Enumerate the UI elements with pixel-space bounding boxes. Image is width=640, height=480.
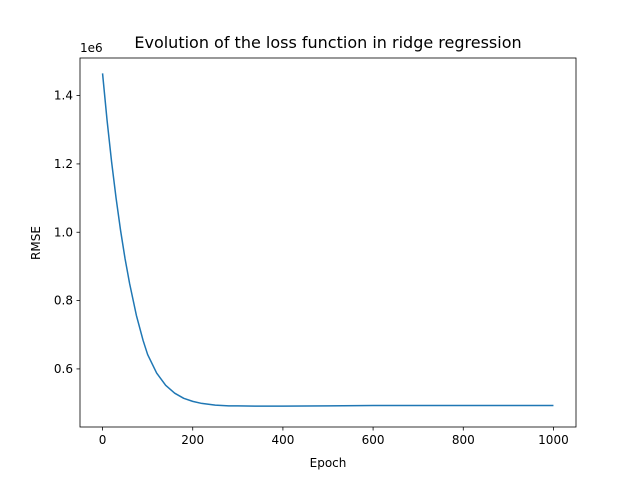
y-tick-label: 1.4 bbox=[54, 89, 73, 103]
x-tick-label: 800 bbox=[452, 433, 475, 447]
x-tick-label: 400 bbox=[271, 433, 294, 447]
axes-frame bbox=[79, 57, 577, 428]
x-tick-label: 1000 bbox=[538, 433, 569, 447]
x-axis-label: Epoch bbox=[310, 456, 347, 470]
y-tick-label: 1.0 bbox=[54, 225, 73, 239]
y-tick-label: 0.6 bbox=[54, 362, 73, 376]
y-tick-label: 1.2 bbox=[54, 157, 73, 171]
x-tick-label: 600 bbox=[362, 433, 385, 447]
y-multiplier-label: 1e6 bbox=[80, 41, 103, 55]
x-axis: 0 200 400 600 800 1000 bbox=[99, 427, 569, 447]
plot-area bbox=[101, 73, 554, 407]
loss-series-line bbox=[101, 73, 554, 407]
x-tick-label: 200 bbox=[181, 433, 204, 447]
chart-title: Evolution of the loss function in ridge … bbox=[134, 33, 521, 52]
y-axis: 0.6 0.8 1.0 1.2 1.4 bbox=[54, 89, 80, 376]
y-tick-label: 0.8 bbox=[54, 294, 73, 308]
y-axis-label: RMSE bbox=[29, 226, 43, 260]
x-tick-label: 0 bbox=[99, 433, 107, 447]
